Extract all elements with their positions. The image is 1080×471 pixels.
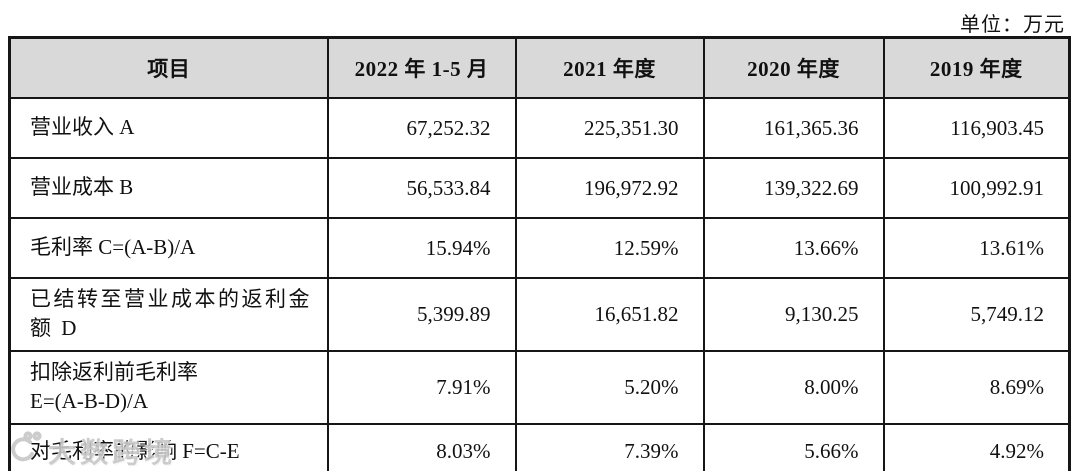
column-header-2019: 2019 年度 [882,36,1071,99]
table-row-margin-before-rebate: 扣除返利前毛利率 E=(A-B-D)/A 7.91% 5.20% 8.00% 8… [8,349,1071,425]
row-label: 营业收入 A [8,97,329,159]
row-label: 毛利率 C=(A-B)/A [8,217,329,279]
cell-value: 9,130.25 [702,277,885,352]
cell-value: 8.00% [702,349,885,425]
row-label: 对毛利率的影响 F=C-E [8,422,329,471]
column-header-2021: 2021 年度 [514,36,705,99]
cell-value: 8.69% [882,349,1071,425]
cell-value: 116,903.45 [882,97,1071,159]
column-header-2020: 2020 年度 [702,36,885,99]
cell-value: 8.03% [326,422,517,471]
cell-value: 16,651.82 [514,277,705,352]
cell-value: 4.92% [882,422,1071,471]
row-label: 营业成本 B [8,157,329,219]
cell-value: 12.59% [514,217,705,279]
header-row: 项目 2022 年 1-5 月 2021 年度 2020 年度 2019 年度 [8,36,1071,99]
cell-value: 56,533.84 [326,157,517,219]
row-label: 扣除返利前毛利率 E=(A-B-D)/A [8,349,329,425]
cell-value: 13.61% [882,217,1071,279]
cell-value: 67,252.32 [326,97,517,159]
cell-value: 13.66% [702,217,885,279]
cell-value: 161,365.36 [702,97,885,159]
cell-value: 100,992.91 [882,157,1071,219]
financial-table: 项目 2022 年 1-5 月 2021 年度 2020 年度 2019 年度 … [8,36,1071,471]
table-row-revenue: 营业收入 A 67,252.32 225,351.30 161,365.36 1… [8,97,1071,159]
table-row-cost: 营业成本 B 56,533.84 196,972.92 139,322.69 1… [8,157,1071,219]
cell-value: 5.66% [702,422,885,471]
cell-value: 196,972.92 [514,157,705,219]
cell-value: 225,351.30 [514,97,705,159]
cell-value: 5,399.89 [326,277,517,352]
unit-label: 单位：万元 [960,14,1065,36]
column-header-item: 项目 [8,36,329,99]
row-label: 已结转至营业成本的返利金 额 D [8,277,329,352]
table-row-rebate: 已结转至营业成本的返利金 额 D 5,399.89 16,651.82 9,13… [8,277,1071,352]
cell-value: 7.39% [514,422,705,471]
cell-value: 15.94% [326,217,517,279]
table-row-gross-margin: 毛利率 C=(A-B)/A 15.94% 12.59% 13.66% 13.61… [8,217,1071,279]
cell-value: 139,322.69 [702,157,885,219]
cell-value: 5.20% [514,349,705,425]
cell-value: 7.91% [326,349,517,425]
table-row-margin-impact: 对毛利率的影响 F=C-E 8.03% 7.39% 5.66% 4.92% [8,422,1071,471]
column-header-2022: 2022 年 1-5 月 [326,36,517,99]
cell-value: 5,749.12 [882,277,1071,352]
